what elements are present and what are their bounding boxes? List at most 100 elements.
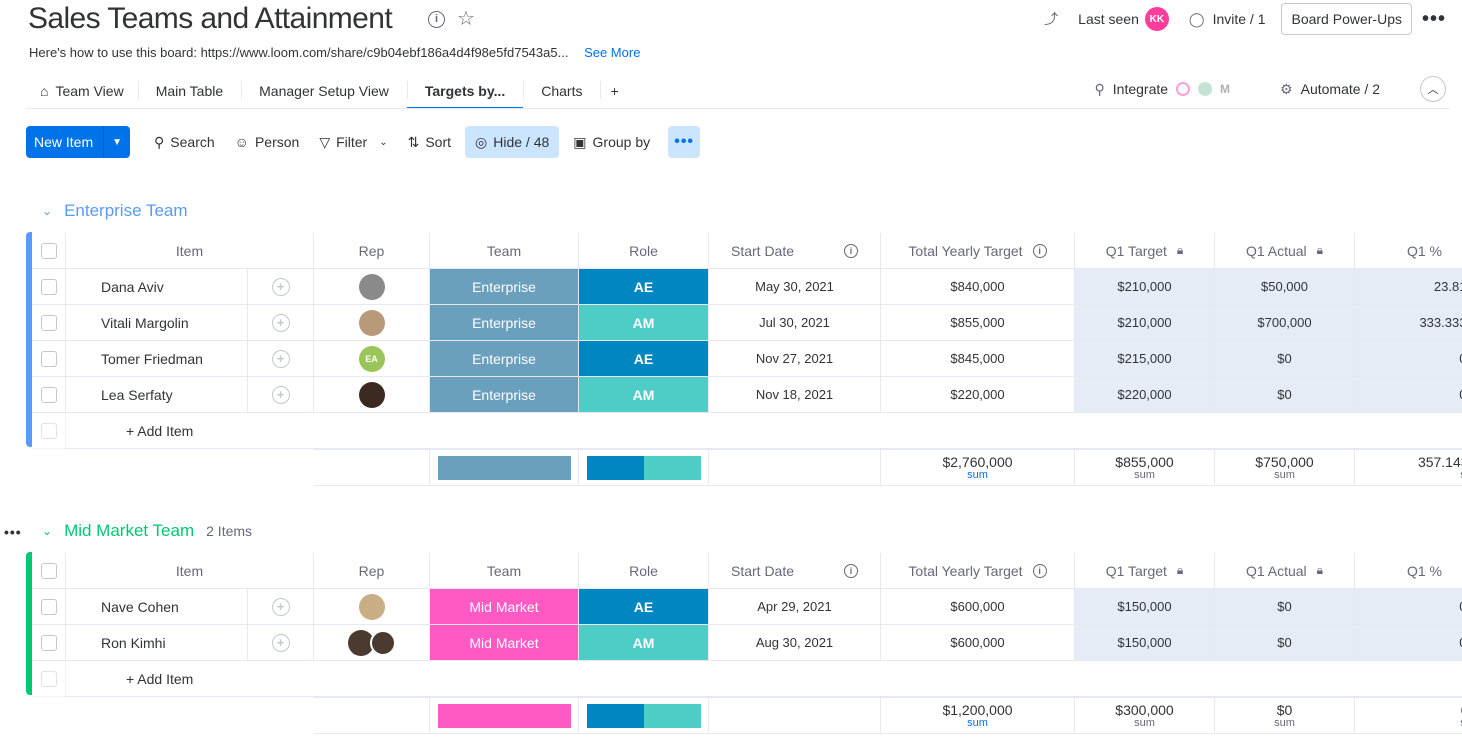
group-title[interactable]: Mid Market Team	[64, 521, 195, 540]
chevron-down-icon[interactable]: ⌄	[379, 136, 388, 148]
collapse-header-button[interactable]: ︿	[1420, 76, 1446, 102]
column-header-team[interactable]: Team	[430, 553, 579, 589]
team-status[interactable]: Enterprise	[430, 341, 579, 377]
board-title[interactable]: Sales Teams and Attainment	[28, 2, 393, 35]
total-target-cell[interactable]: $600,000	[881, 589, 1075, 625]
add-item-row[interactable]: + Add Item	[32, 661, 1462, 697]
board-power-ups-button[interactable]: Board Power-Ups	[1281, 3, 1412, 35]
row-checkbox[interactable]	[32, 341, 66, 377]
column-header-q1-actual[interactable]: Q1 Actual 🔒︎	[1215, 553, 1355, 589]
group-title[interactable]: Enterprise Team	[64, 201, 188, 220]
item-name[interactable]: Dana Aviv	[66, 269, 248, 305]
info-icon[interactable]: i	[428, 10, 445, 28]
role-status[interactable]: AM	[579, 377, 709, 413]
row-checkbox[interactable]	[32, 305, 66, 341]
tab-main-table[interactable]: Main Table	[137, 73, 241, 109]
column-header-rep[interactable]: Rep	[314, 553, 430, 589]
summary-q1-actual[interactable]: $750,000 sum	[1215, 450, 1355, 486]
summary-team[interactable]	[430, 450, 579, 486]
info-icon[interactable]: i	[844, 243, 859, 258]
item-name[interactable]: Tomer Friedman	[66, 341, 248, 377]
filter-button[interactable]: ▽ Filter ⌄	[309, 126, 397, 158]
item-name[interactable]: Ron Kimhi	[66, 625, 248, 661]
avatar[interactable]	[369, 629, 396, 656]
info-icon[interactable]: i	[844, 563, 859, 578]
role-status[interactable]: AE	[579, 589, 709, 625]
avatar[interactable]	[347, 629, 374, 656]
row-checkbox[interactable]	[32, 589, 66, 625]
person-filter-button[interactable]: ☺ Person	[225, 126, 310, 158]
column-header-q1-pct[interactable]: Q1 %	[1355, 233, 1462, 269]
tab-targets-by[interactable]: Targets by...	[406, 73, 524, 109]
summary-total-target[interactable]: $2,760,000 sum	[881, 450, 1075, 486]
table-row[interactable]: Nave Cohen + Mid Market AE Apr 29, 2021 …	[32, 589, 1462, 625]
total-target-cell[interactable]: $220,000	[881, 377, 1075, 413]
role-status[interactable]: AM	[579, 305, 709, 341]
info-icon[interactable]: i	[1032, 563, 1047, 578]
column-header-q1-actual[interactable]: Q1 Actual 🔒︎	[1215, 233, 1355, 269]
invite-button[interactable]: ◯ Invite / 1	[1179, 4, 1276, 34]
star-icon[interactable]: ☆	[457, 8, 475, 30]
team-status[interactable]: Enterprise	[430, 377, 579, 413]
select-all-checkbox[interactable]	[32, 553, 66, 589]
add-update-button[interactable]: +	[248, 269, 314, 305]
column-header-total-target[interactable]: Total Yearly Target i	[881, 553, 1075, 589]
total-target-cell[interactable]: $845,000	[881, 341, 1075, 377]
summary-role[interactable]	[579, 450, 709, 486]
column-header-q1-pct[interactable]: Q1 %	[1355, 553, 1462, 589]
group-header-enterprise[interactable]: ⌄ Enterprise Team	[42, 201, 188, 221]
avatar[interactable]	[358, 381, 385, 408]
item-name[interactable]: Vitali Margolin	[66, 305, 248, 341]
row-checkbox[interactable]	[32, 269, 66, 305]
total-target-cell[interactable]: $840,000	[881, 269, 1075, 305]
tab-team-view[interactable]: ⌂ Team View	[26, 73, 138, 109]
table-row[interactable]: Tomer Friedman + EA Enterprise AE Nov 27…	[32, 341, 1462, 377]
column-header-q1-target[interactable]: Q1 Target 🔒︎	[1075, 553, 1215, 589]
add-update-button[interactable]: +	[248, 305, 314, 341]
sort-button[interactable]: ⇅ Sort	[398, 126, 461, 158]
column-header-role[interactable]: Role	[579, 233, 709, 269]
see-more-link[interactable]: See More	[584, 45, 641, 60]
team-status[interactable]: Mid Market	[430, 625, 579, 661]
add-item-row[interactable]: + Add Item	[32, 413, 1462, 449]
group-header-midmarket[interactable]: ⌄ Mid Market Team 2 Items	[42, 521, 252, 541]
chevron-down-icon[interactable]: ⌄	[42, 204, 53, 218]
summary-q1-pct[interactable]: 357.143%sum	[1355, 450, 1462, 486]
summary-role[interactable]	[579, 698, 709, 734]
avatar[interactable]: EA	[358, 345, 385, 372]
summary-q1-actual[interactable]: $0 sum	[1215, 698, 1355, 734]
table-row[interactable]: Vitali Margolin + Enterprise AM Jul 30, …	[32, 305, 1462, 341]
column-header-item[interactable]: Item	[66, 553, 314, 589]
total-target-cell[interactable]: $855,000	[881, 305, 1075, 341]
rep-cell[interactable]	[314, 377, 430, 413]
column-header-total-target[interactable]: Total Yearly Target i	[881, 233, 1075, 269]
start-date-cell[interactable]: May 30, 2021	[709, 269, 881, 305]
rep-cell[interactable]	[314, 269, 430, 305]
total-target-cell[interactable]: $600,000	[881, 625, 1075, 661]
activity-button[interactable]: ⤴	[1034, 4, 1068, 34]
new-item-button[interactable]: New Item ▼	[26, 126, 131, 158]
start-date-cell[interactable]: Jul 30, 2021	[709, 305, 881, 341]
summary-total-target[interactable]: $1,200,000 sum	[881, 698, 1075, 734]
row-checkbox[interactable]	[32, 377, 66, 413]
tab-charts[interactable]: Charts	[523, 73, 600, 109]
start-date-cell[interactable]: Apr 29, 2021	[709, 589, 881, 625]
item-name[interactable]: Nave Cohen	[66, 589, 248, 625]
table-row[interactable]: Dana Aviv + Enterprise AE May 30, 2021 $…	[32, 269, 1462, 305]
add-item-input[interactable]: + Add Item	[66, 661, 1462, 697]
summary-q1-target[interactable]: $855,000 sum	[1075, 450, 1215, 486]
automate-button[interactable]: ⚙ Automate / 2	[1280, 81, 1380, 98]
rep-cell[interactable]: EA	[314, 341, 430, 377]
start-date-cell[interactable]: Nov 18, 2021	[709, 377, 881, 413]
add-update-button[interactable]: +	[248, 589, 314, 625]
team-status[interactable]: Enterprise	[430, 305, 579, 341]
add-update-button[interactable]: +	[248, 341, 314, 377]
more-options-icon[interactable]: •••	[1421, 7, 1446, 30]
avatar[interactable]	[358, 593, 385, 620]
role-status[interactable]: AE	[579, 269, 709, 305]
avatar[interactable]	[358, 273, 385, 300]
group-options-icon[interactable]: •••	[4, 524, 22, 540]
column-header-start-date[interactable]: Start Date i	[709, 233, 881, 269]
summary-q1-pct[interactable]: 0%sum	[1355, 698, 1462, 734]
table-row[interactable]: Ron Kimhi + Mid Market AM Aug 30, 2021 $…	[32, 625, 1462, 661]
